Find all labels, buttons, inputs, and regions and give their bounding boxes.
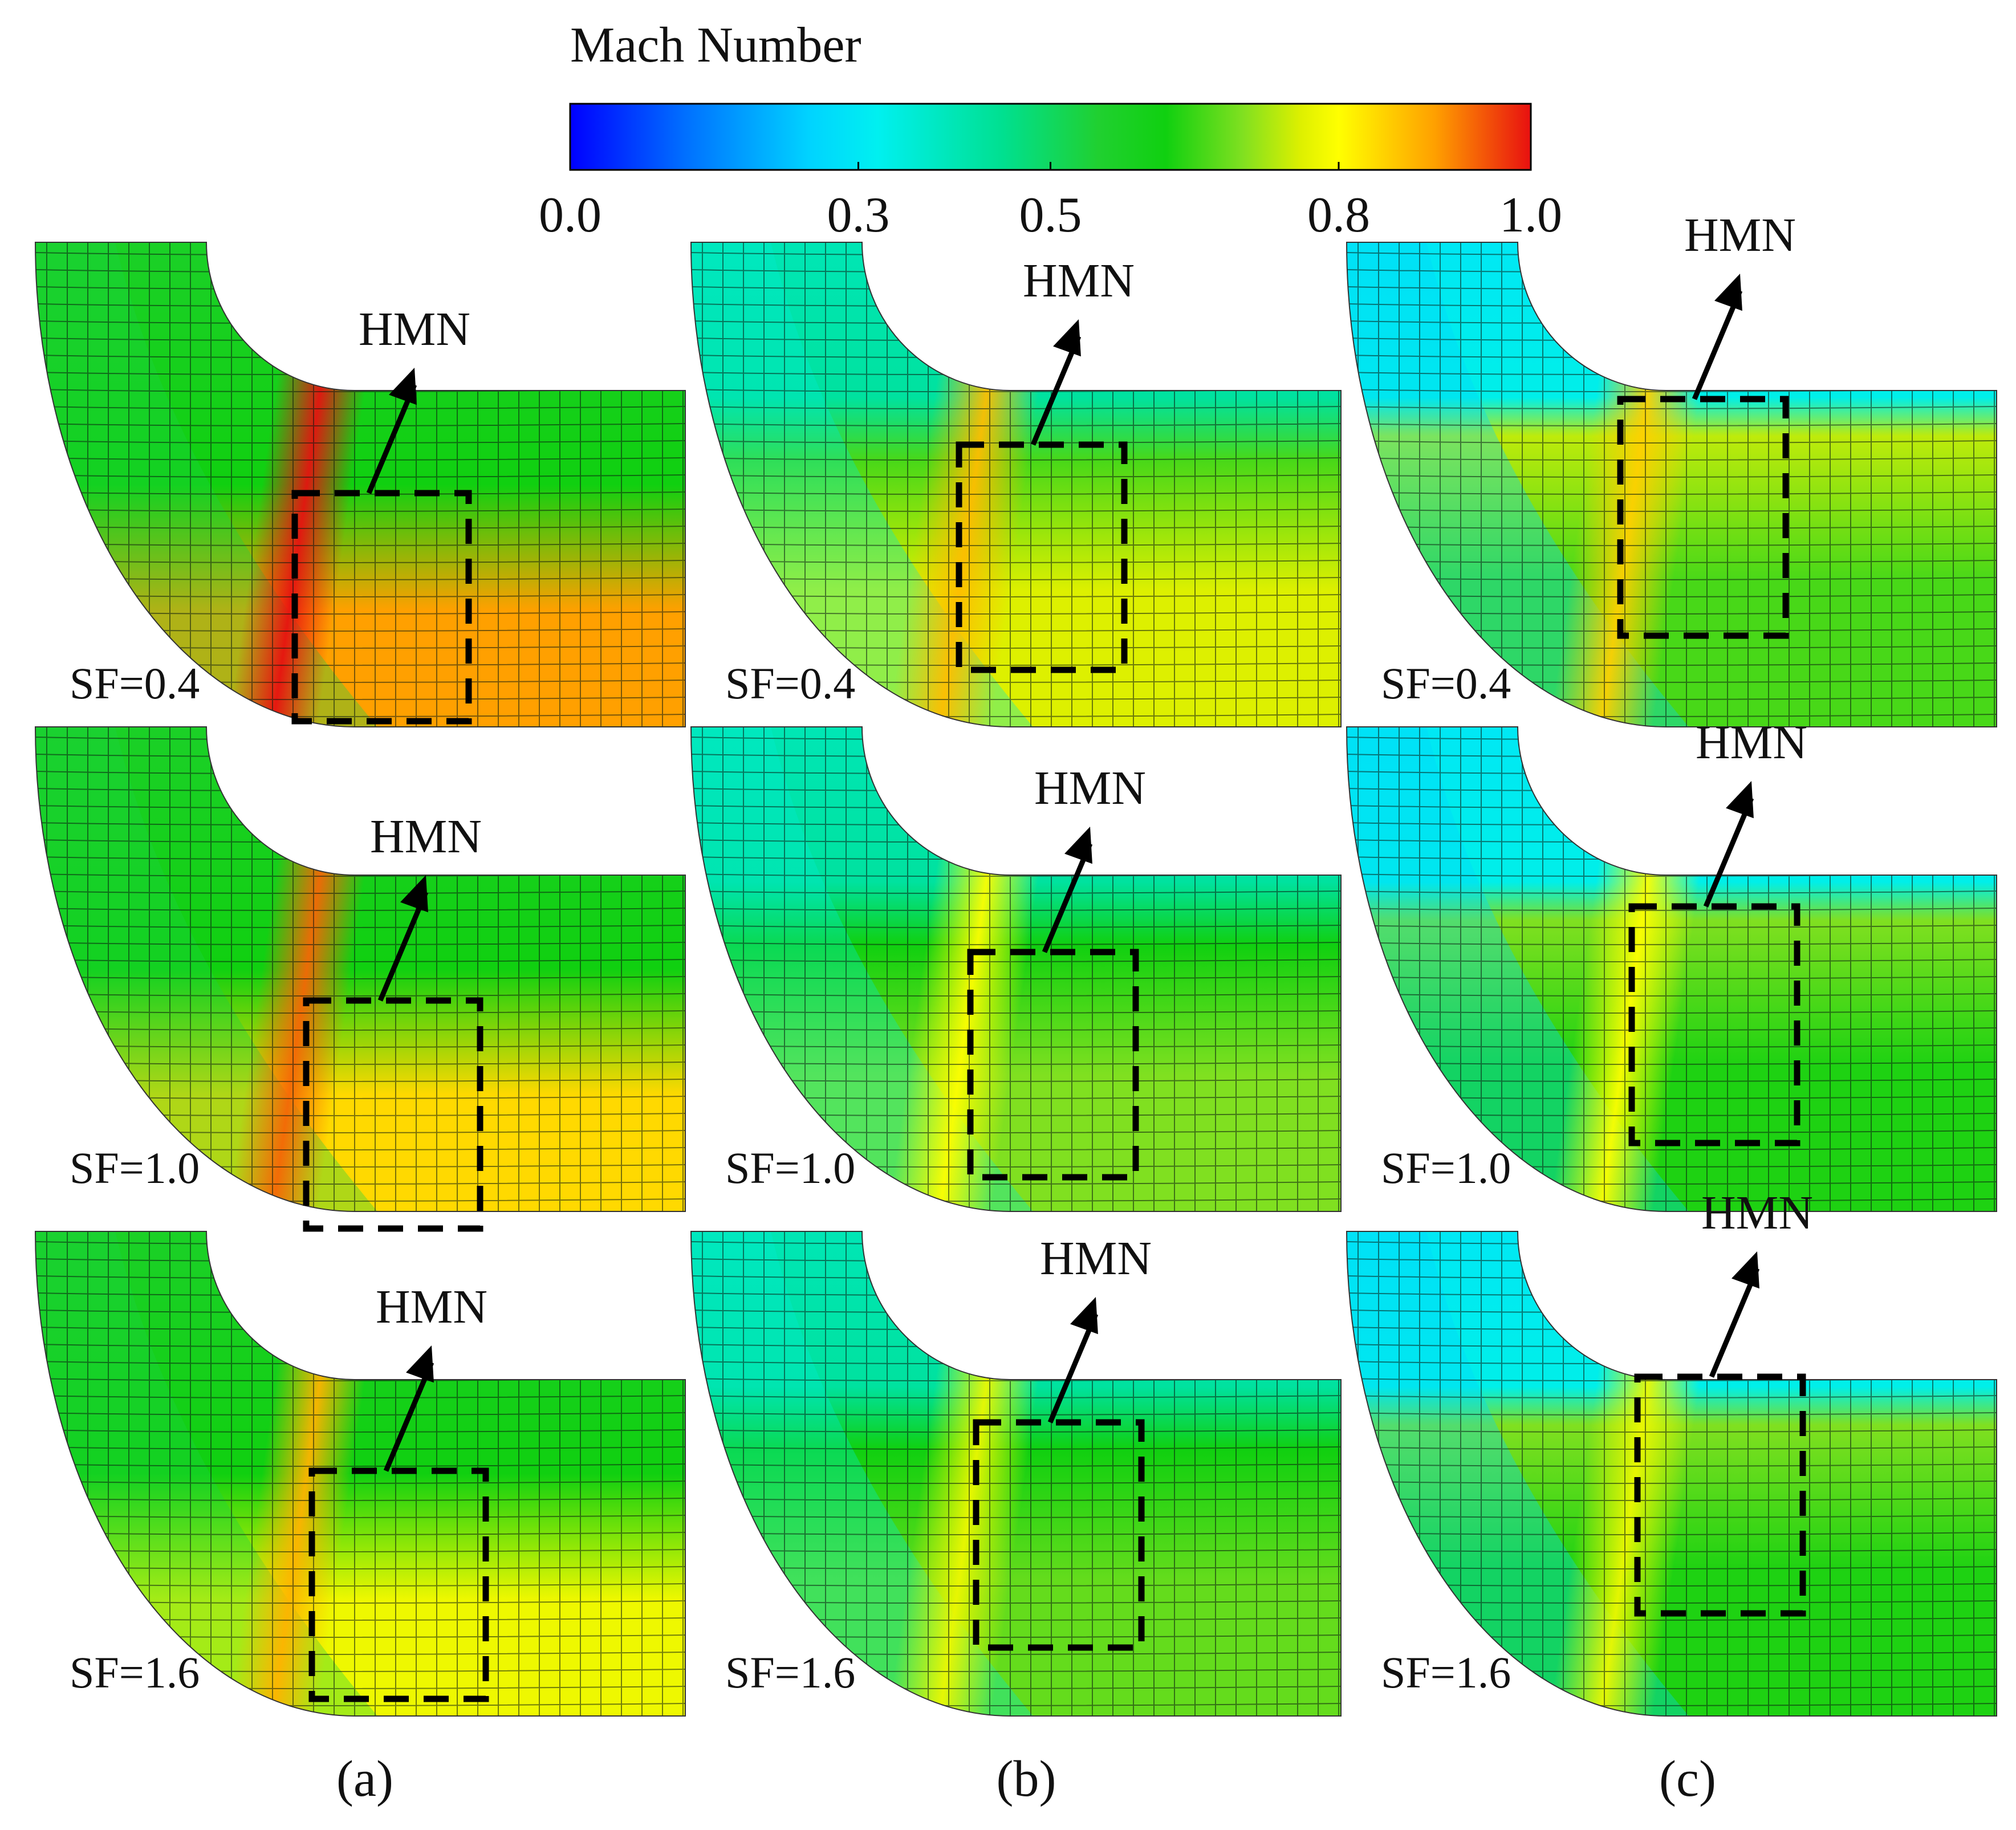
duct-outline: [34, 242, 686, 727]
column-label-b: (b): [997, 1751, 1056, 1807]
wall-region: [691, 242, 1033, 727]
hmn-label: HMN: [376, 1280, 487, 1333]
hmn-arrow: [1709, 1267, 1760, 1378]
high-mach-band: [226, 1341, 369, 1716]
sf-label: SF=1.6: [70, 1648, 200, 1697]
high-mach-band: [226, 836, 369, 1211]
duct-outline: [1346, 726, 1997, 1212]
hmn-region-box: [1617, 396, 1789, 639]
wall-region: [1347, 242, 1689, 727]
contour-panel: HMN SF=1.0: [34, 726, 686, 1232]
hmn-label: HMN: [1023, 254, 1135, 307]
hmn-label: HMN: [1034, 762, 1146, 815]
colorbar: Mach Number 0.0 0.3 0.5 0.8 1.0: [539, 18, 1562, 243]
hmn-arrow: [1703, 797, 1754, 908]
column-label-c: (c): [1659, 1751, 1716, 1807]
contour-panel: HMN SF=1.6: [1346, 1186, 1997, 1717]
contour-panel: HMN SF=1.6: [690, 1231, 1342, 1717]
colorbar-tick-label: 0.5: [1019, 188, 1082, 243]
hmn-arrow: [377, 891, 429, 1002]
colorbar-tick-label: 0.8: [1307, 188, 1370, 243]
hmn-region-box: [967, 949, 1139, 1181]
hmn-label: HMN: [359, 303, 470, 356]
colorbar-tick-label: 1.0: [1499, 188, 1562, 243]
duct-outline: [1346, 1231, 1997, 1717]
contour-panel: HMN SF=0.4: [690, 242, 1342, 727]
sf-label: SF=1.6: [1381, 1648, 1511, 1697]
duct-outline: [690, 242, 1342, 727]
colorbar-tick-label: 0.3: [827, 188, 890, 243]
sf-label: SF=0.4: [1381, 658, 1511, 708]
hmn-arrow: [1042, 843, 1093, 953]
colorbar-title: Mach Number: [570, 18, 861, 73]
wall-region: [35, 727, 377, 1211]
wall-region: [691, 727, 1033, 1211]
wall-region: [35, 242, 377, 727]
hmn-region-box: [1628, 903, 1800, 1146]
wall-region: [1347, 727, 1689, 1211]
hmn-arrow: [1047, 1313, 1099, 1424]
sf-label: SF=1.0: [1381, 1143, 1511, 1193]
high-mach-band: [887, 835, 1043, 1211]
column-labels: (a) (b) (c): [336, 1751, 1716, 1807]
hmn-arrow: [1692, 290, 1743, 400]
contour-panel: HMN SF=0.4: [34, 242, 686, 727]
contour-panel: HMN SF=1.0: [1346, 716, 1997, 1212]
hmn-arrowhead: [400, 875, 428, 913]
hmn-arrowhead: [406, 1345, 434, 1383]
duct-outline: [1346, 242, 1997, 727]
hmn-arrowhead: [1070, 1297, 1098, 1335]
contour-panel: HMN SF=1.6: [34, 1231, 686, 1717]
wall-region: [691, 1231, 1033, 1716]
hmn-region-box: [308, 1467, 489, 1702]
sf-label: SF=1.6: [725, 1648, 855, 1697]
hmn-label: HMN: [370, 810, 482, 863]
sf-label: SF=0.4: [725, 658, 855, 708]
hmn-region-box: [291, 490, 472, 725]
high-mach-band: [1548, 351, 1704, 727]
sf-label: SF=0.4: [70, 658, 200, 708]
hmn-region-box: [956, 441, 1128, 673]
hmn-region-box: [1634, 1373, 1806, 1617]
contour-panel: HMN SF=1.0: [690, 726, 1342, 1212]
hmn-label: HMN: [1701, 1186, 1813, 1239]
hmn-arrow: [383, 1361, 434, 1472]
column-label-a: (a): [336, 1751, 393, 1807]
colorbar-ticks: 0.0 0.3 0.5 0.8 1.0: [539, 162, 1562, 243]
hmn-arrow: [366, 384, 417, 494]
hmn-arrow: [1030, 335, 1082, 446]
hmn-arrowhead: [1732, 1251, 1759, 1289]
sf-label: SF=1.0: [725, 1143, 855, 1193]
hmn-arrowhead: [1053, 319, 1081, 357]
hmn-arrowhead: [1064, 827, 1092, 864]
colorbar-gradient: [569, 103, 1532, 171]
hmn-label: HMN: [1040, 1232, 1152, 1285]
high-mach-band: [887, 351, 1043, 727]
high-mach-band: [1548, 1340, 1704, 1716]
hmn-arrowhead: [1714, 274, 1742, 311]
high-mach-band: [226, 352, 369, 727]
wall-region: [1347, 1231, 1689, 1716]
contour-panel: HMN SF=0.4: [1346, 209, 1997, 727]
hmn-arrowhead: [389, 368, 417, 405]
colorbar-tick-label: 0.0: [539, 188, 601, 243]
hmn-label: HMN: [1696, 716, 1807, 769]
high-mach-band: [887, 1340, 1043, 1716]
hmn-label: HMN: [1684, 209, 1796, 262]
duct-outline: [34, 726, 686, 1212]
high-mach-band: [1548, 835, 1704, 1211]
duct-outline: [690, 1231, 1342, 1717]
hmn-region-box: [973, 1419, 1145, 1651]
duct-outline: [34, 1231, 686, 1717]
sf-label: SF=1.0: [70, 1143, 200, 1193]
hmn-region-box: [303, 997, 483, 1232]
hmn-arrowhead: [1726, 781, 1754, 819]
duct-outline: [690, 726, 1342, 1212]
wall-region: [35, 1231, 377, 1716]
contour-panels: HMN SF=0.4 HMN SF=1.0 HMN SF=1.6 HMN SF=0.4 HMN S…: [34, 209, 1997, 1717]
